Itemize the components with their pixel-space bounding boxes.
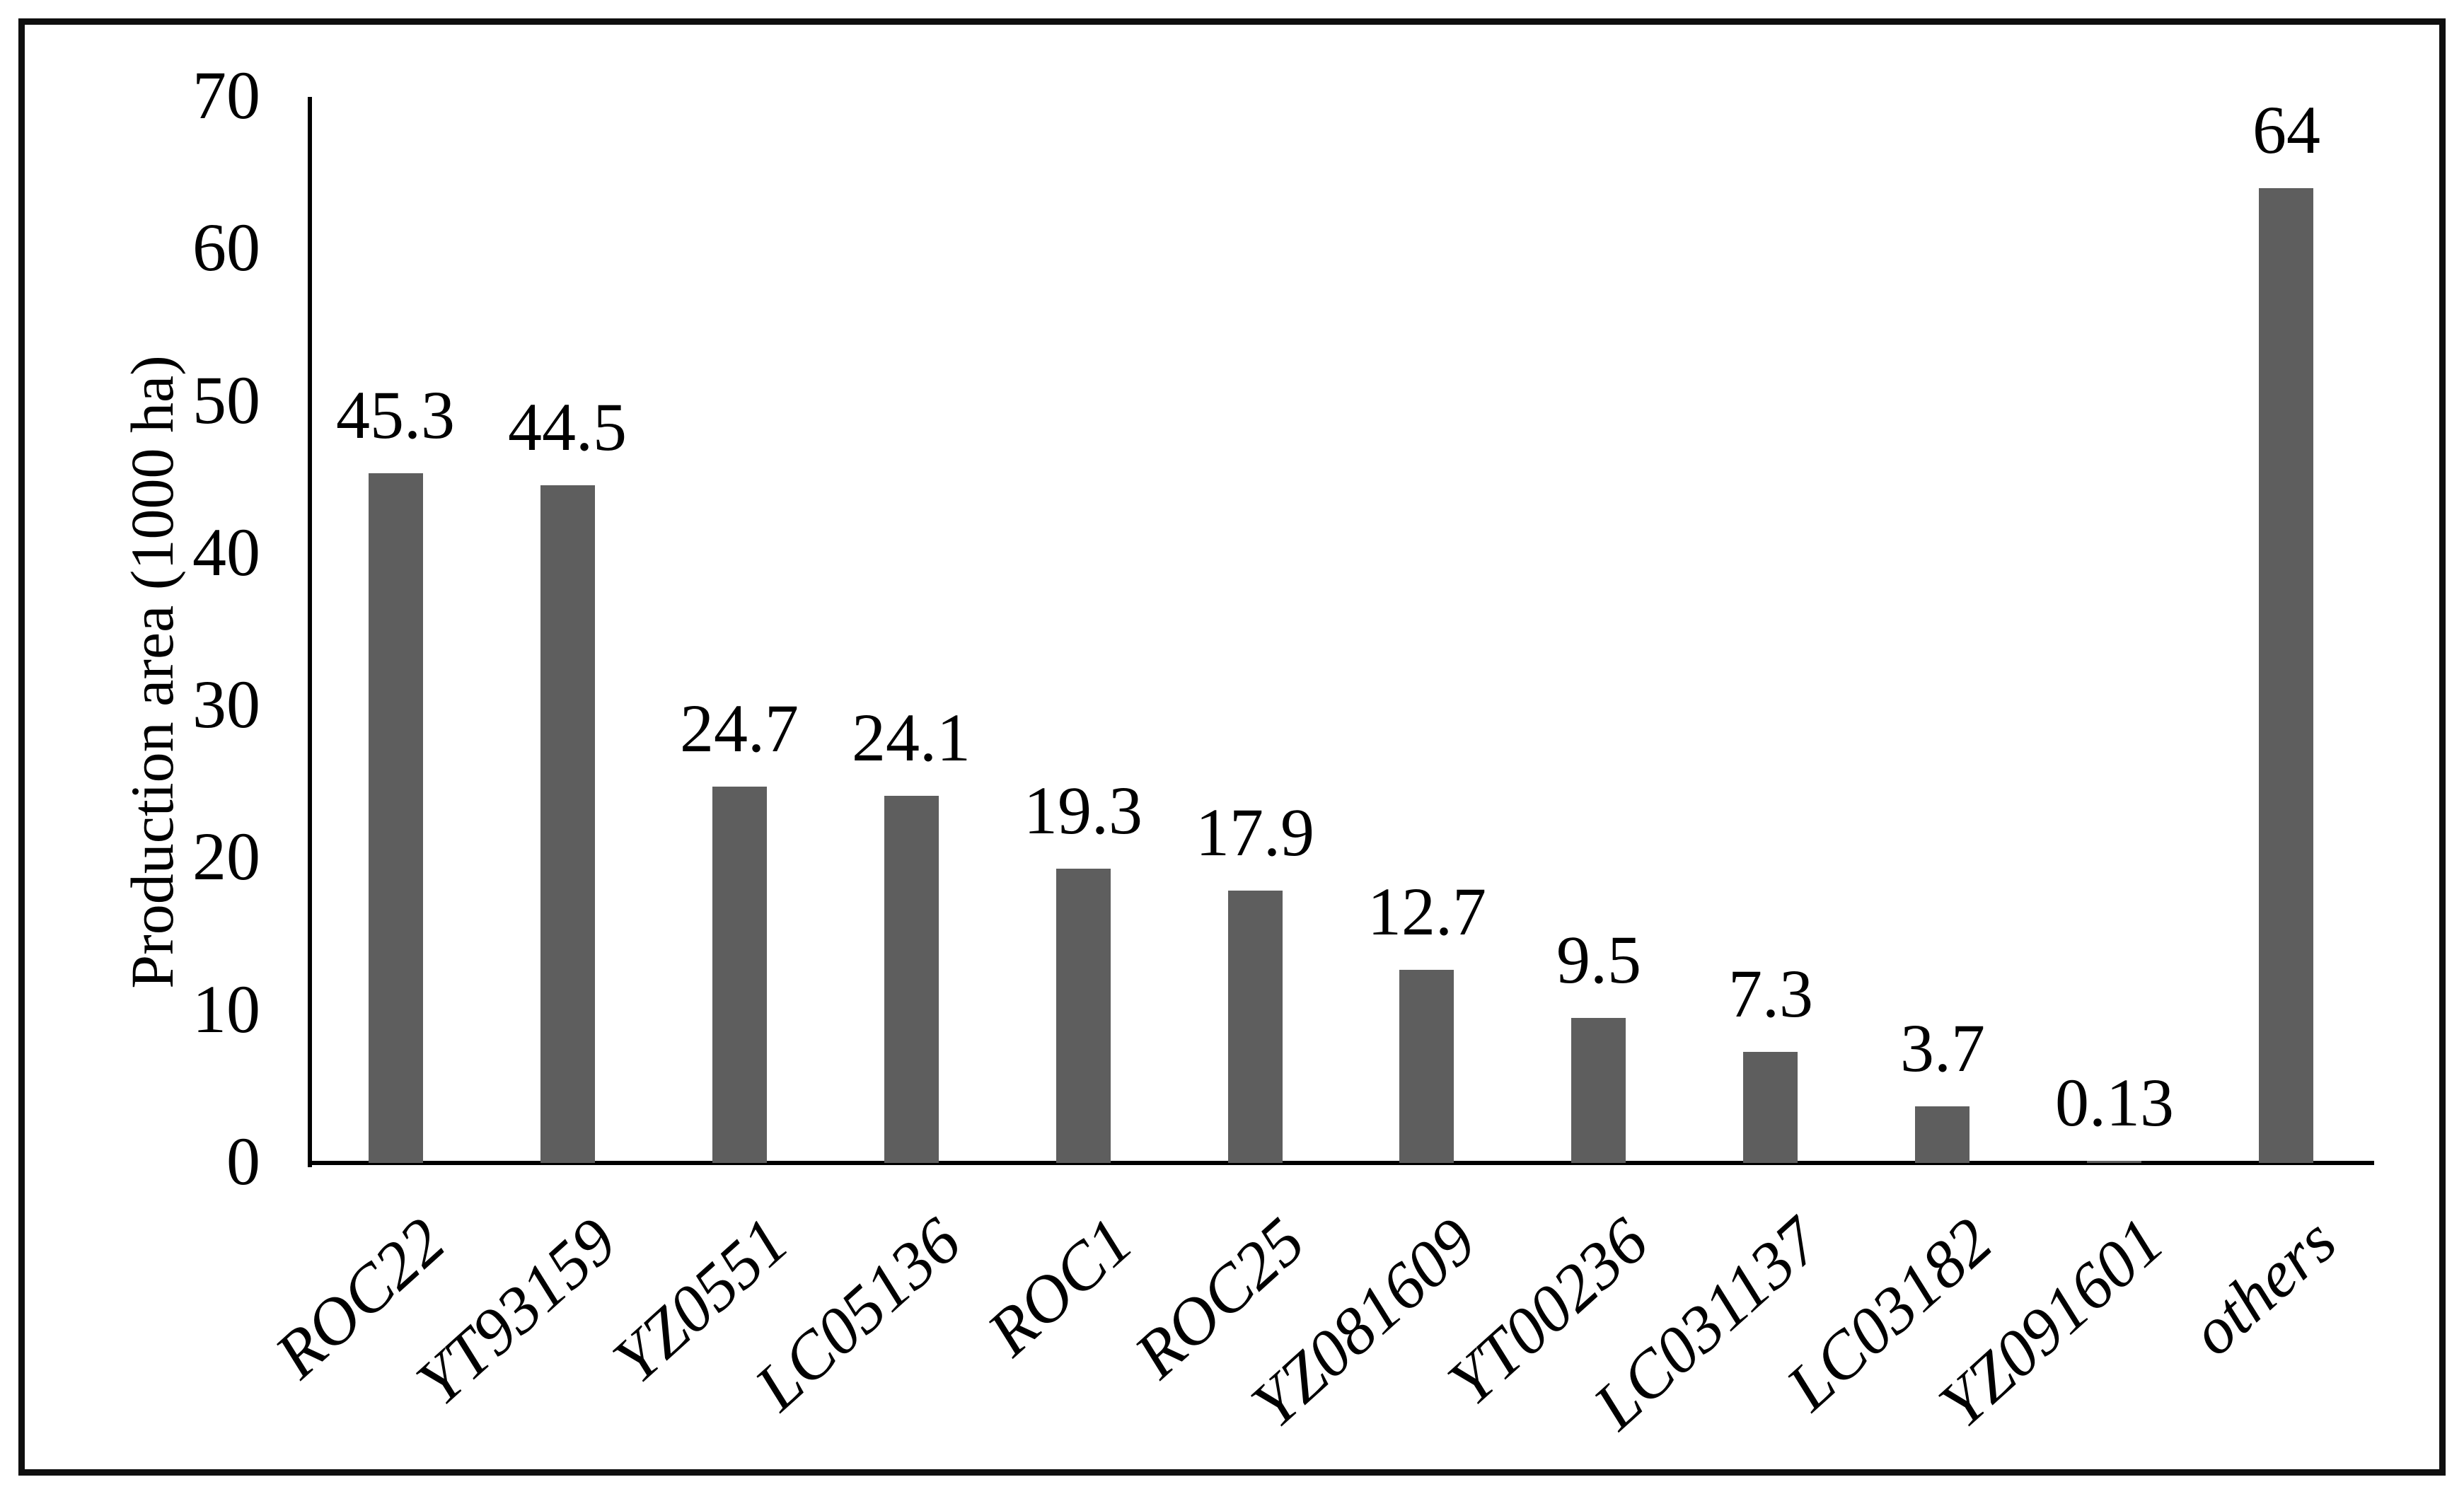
y-tick-label: 30 [192,666,260,743]
bar-value-label: 45.3 [336,377,455,453]
bar-value-label: 12.7 [1367,874,1486,949]
y-tick-label: 60 [192,209,260,286]
bar [2087,1161,2141,1163]
bar [540,485,595,1163]
bar [1571,1018,1626,1163]
bar-value-label: 0.13 [2055,1065,2174,1140]
bar-value-label: 24.1 [852,700,971,775]
y-axis-line [308,97,312,1167]
y-tick-label: 70 [192,57,260,133]
y-tick-label: 20 [192,818,260,895]
bar-value-label: 64 [2252,92,2320,168]
bar [2259,188,2313,1163]
bar-value-label: 7.3 [1728,956,1813,1031]
y-tick-label: 0 [226,1123,260,1199]
y-tick-label: 10 [192,971,260,1047]
y-tick-label: 50 [192,361,260,438]
bar-value-label: 44.5 [508,389,627,465]
bar [1743,1052,1798,1163]
bar [1399,970,1454,1163]
figure-border [18,18,2446,1476]
bar-value-label: 17.9 [1196,794,1314,870]
bar-value-label: 19.3 [1024,772,1143,848]
bar-value-label: 9.5 [1556,922,1641,997]
bar-value-label: 24.7 [680,690,799,766]
bar [1056,869,1111,1163]
bar [369,473,423,1163]
bar [712,787,767,1163]
x-axis-line [308,1161,2374,1165]
bar [1915,1106,1970,1163]
bar [1228,891,1283,1163]
bar [884,796,939,1163]
y-tick-label: 40 [192,514,260,590]
bar-value-label: 3.7 [1900,1010,1985,1086]
